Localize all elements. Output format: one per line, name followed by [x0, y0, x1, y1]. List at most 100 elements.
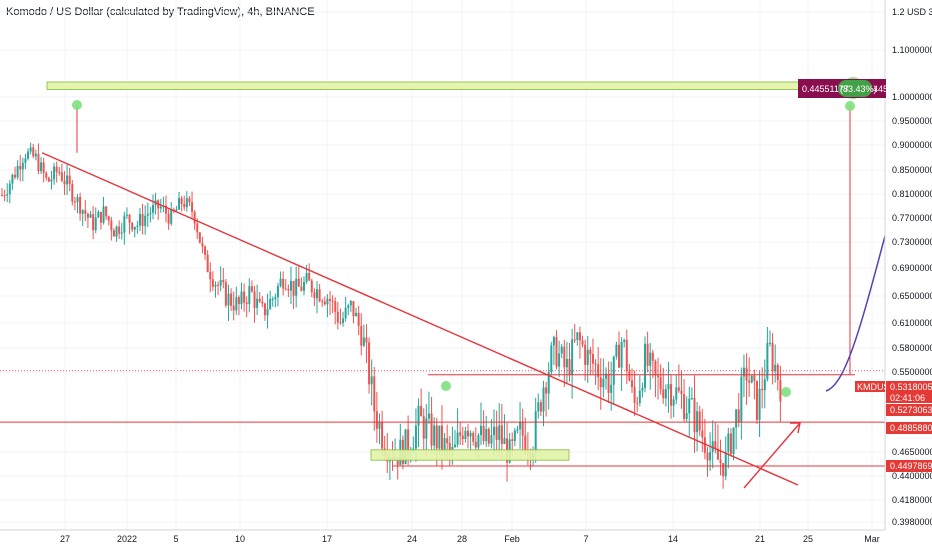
candle-down [683, 394, 686, 419]
candle-down [37, 153, 40, 172]
candle-down [589, 349, 592, 355]
marker-dot [72, 100, 82, 110]
price-axis-label: 0.90000000 [892, 140, 932, 150]
candle-up [493, 426, 496, 436]
resistance-zone [46, 81, 886, 90]
candle-up [615, 344, 618, 357]
projection-curve [825, 235, 886, 392]
candle-down [748, 380, 751, 383]
symbol-label: KMDUSD [857, 382, 897, 392]
price-axis-label: 0.44000000 [892, 471, 932, 481]
candle-down [568, 358, 571, 375]
candle-up [480, 425, 483, 436]
candle-up [274, 297, 277, 299]
chart-overlays [0, 77, 886, 489]
time-axis[interactable]: 27 2022 5 10 17 24 28 Feb 7 14 21 25 Mar [60, 534, 880, 544]
candle-up [763, 379, 766, 391]
candle-down [722, 463, 725, 477]
candle-down [628, 370, 631, 381]
time-axis-label: 5 [173, 534, 178, 544]
candle-down [446, 438, 449, 444]
candle-up [414, 425, 417, 449]
candle-up [490, 435, 493, 444]
candle-down [584, 344, 587, 365]
candle-up [664, 389, 667, 399]
last-price-value: 0.53180055 [890, 382, 932, 392]
candle-down [310, 280, 313, 293]
candle-down [243, 291, 246, 303]
candle-down [719, 459, 722, 464]
price-axis-label: 0.58000000 [892, 343, 932, 353]
level-2-value: 0.48858807 [890, 423, 932, 433]
candle-down [112, 230, 115, 237]
candle-down [32, 147, 35, 157]
candle-up [170, 209, 173, 224]
candle-down [14, 174, 17, 178]
candle-up [685, 413, 688, 419]
candle-down [373, 376, 376, 412]
candle-up [552, 337, 555, 346]
candle-down [224, 282, 227, 306]
candle-up [675, 387, 678, 400]
candle-up [732, 427, 735, 454]
candle-down [331, 300, 334, 302]
candle-down [420, 405, 423, 417]
candle-up [378, 421, 381, 429]
candle-down [45, 172, 48, 178]
candle-down [440, 425, 443, 452]
candle-up [519, 421, 522, 430]
candle-down [680, 390, 683, 395]
candle-down [141, 214, 144, 226]
candle-up [295, 278, 298, 296]
candle-down [461, 435, 464, 439]
candle-down [472, 432, 475, 442]
candle-up [146, 213, 149, 216]
candle-down [375, 411, 378, 429]
candle-up [602, 378, 605, 388]
candle-down [211, 279, 214, 287]
price-axis-label: 0.39800000 [892, 517, 932, 527]
price-axis[interactable]: 1.2 USD 300 1.10000000 1.00000000 0.9500000… [892, 7, 932, 527]
candle-up [289, 280, 292, 291]
candle-down [591, 354, 594, 364]
price-axis-label: 1.2 USD 300 [892, 7, 932, 17]
level-tag-2: 0.48858807 [886, 422, 932, 434]
candle-up [16, 165, 19, 178]
candle-down [55, 166, 58, 173]
candle-down [745, 367, 748, 381]
candle-up [456, 432, 459, 445]
candle-up [604, 373, 607, 379]
candle-down [654, 360, 657, 376]
candle-down [761, 388, 764, 391]
candle-up [138, 214, 141, 226]
candle-up [688, 398, 691, 414]
time-axis-label: 7 [583, 534, 588, 544]
measure-tag-percent: (83.43%) [840, 84, 877, 94]
candle-down [636, 402, 639, 404]
candle-up [29, 147, 32, 152]
candle-down [131, 222, 134, 230]
price-axis-label: 0.95000000 [892, 116, 932, 126]
candle-up [503, 438, 506, 444]
candle-up [305, 272, 308, 282]
candle-down [555, 337, 558, 367]
candle-up [6, 194, 9, 196]
candle-up [438, 425, 441, 449]
candle-up [750, 375, 753, 383]
candle-down [539, 402, 542, 412]
candle-up [672, 399, 675, 406]
candle-down [474, 441, 477, 448]
candle-up [279, 278, 282, 287]
candle-down [381, 421, 384, 449]
candle-down [625, 339, 628, 371]
candle-down [250, 286, 253, 292]
candle-down [92, 214, 95, 231]
candle-up [586, 349, 589, 365]
candle-up [159, 206, 162, 209]
candle-up [149, 212, 152, 214]
candle-down [84, 210, 87, 214]
candle-down [68, 175, 71, 185]
candle-down [263, 303, 266, 316]
candle-up [102, 206, 105, 223]
